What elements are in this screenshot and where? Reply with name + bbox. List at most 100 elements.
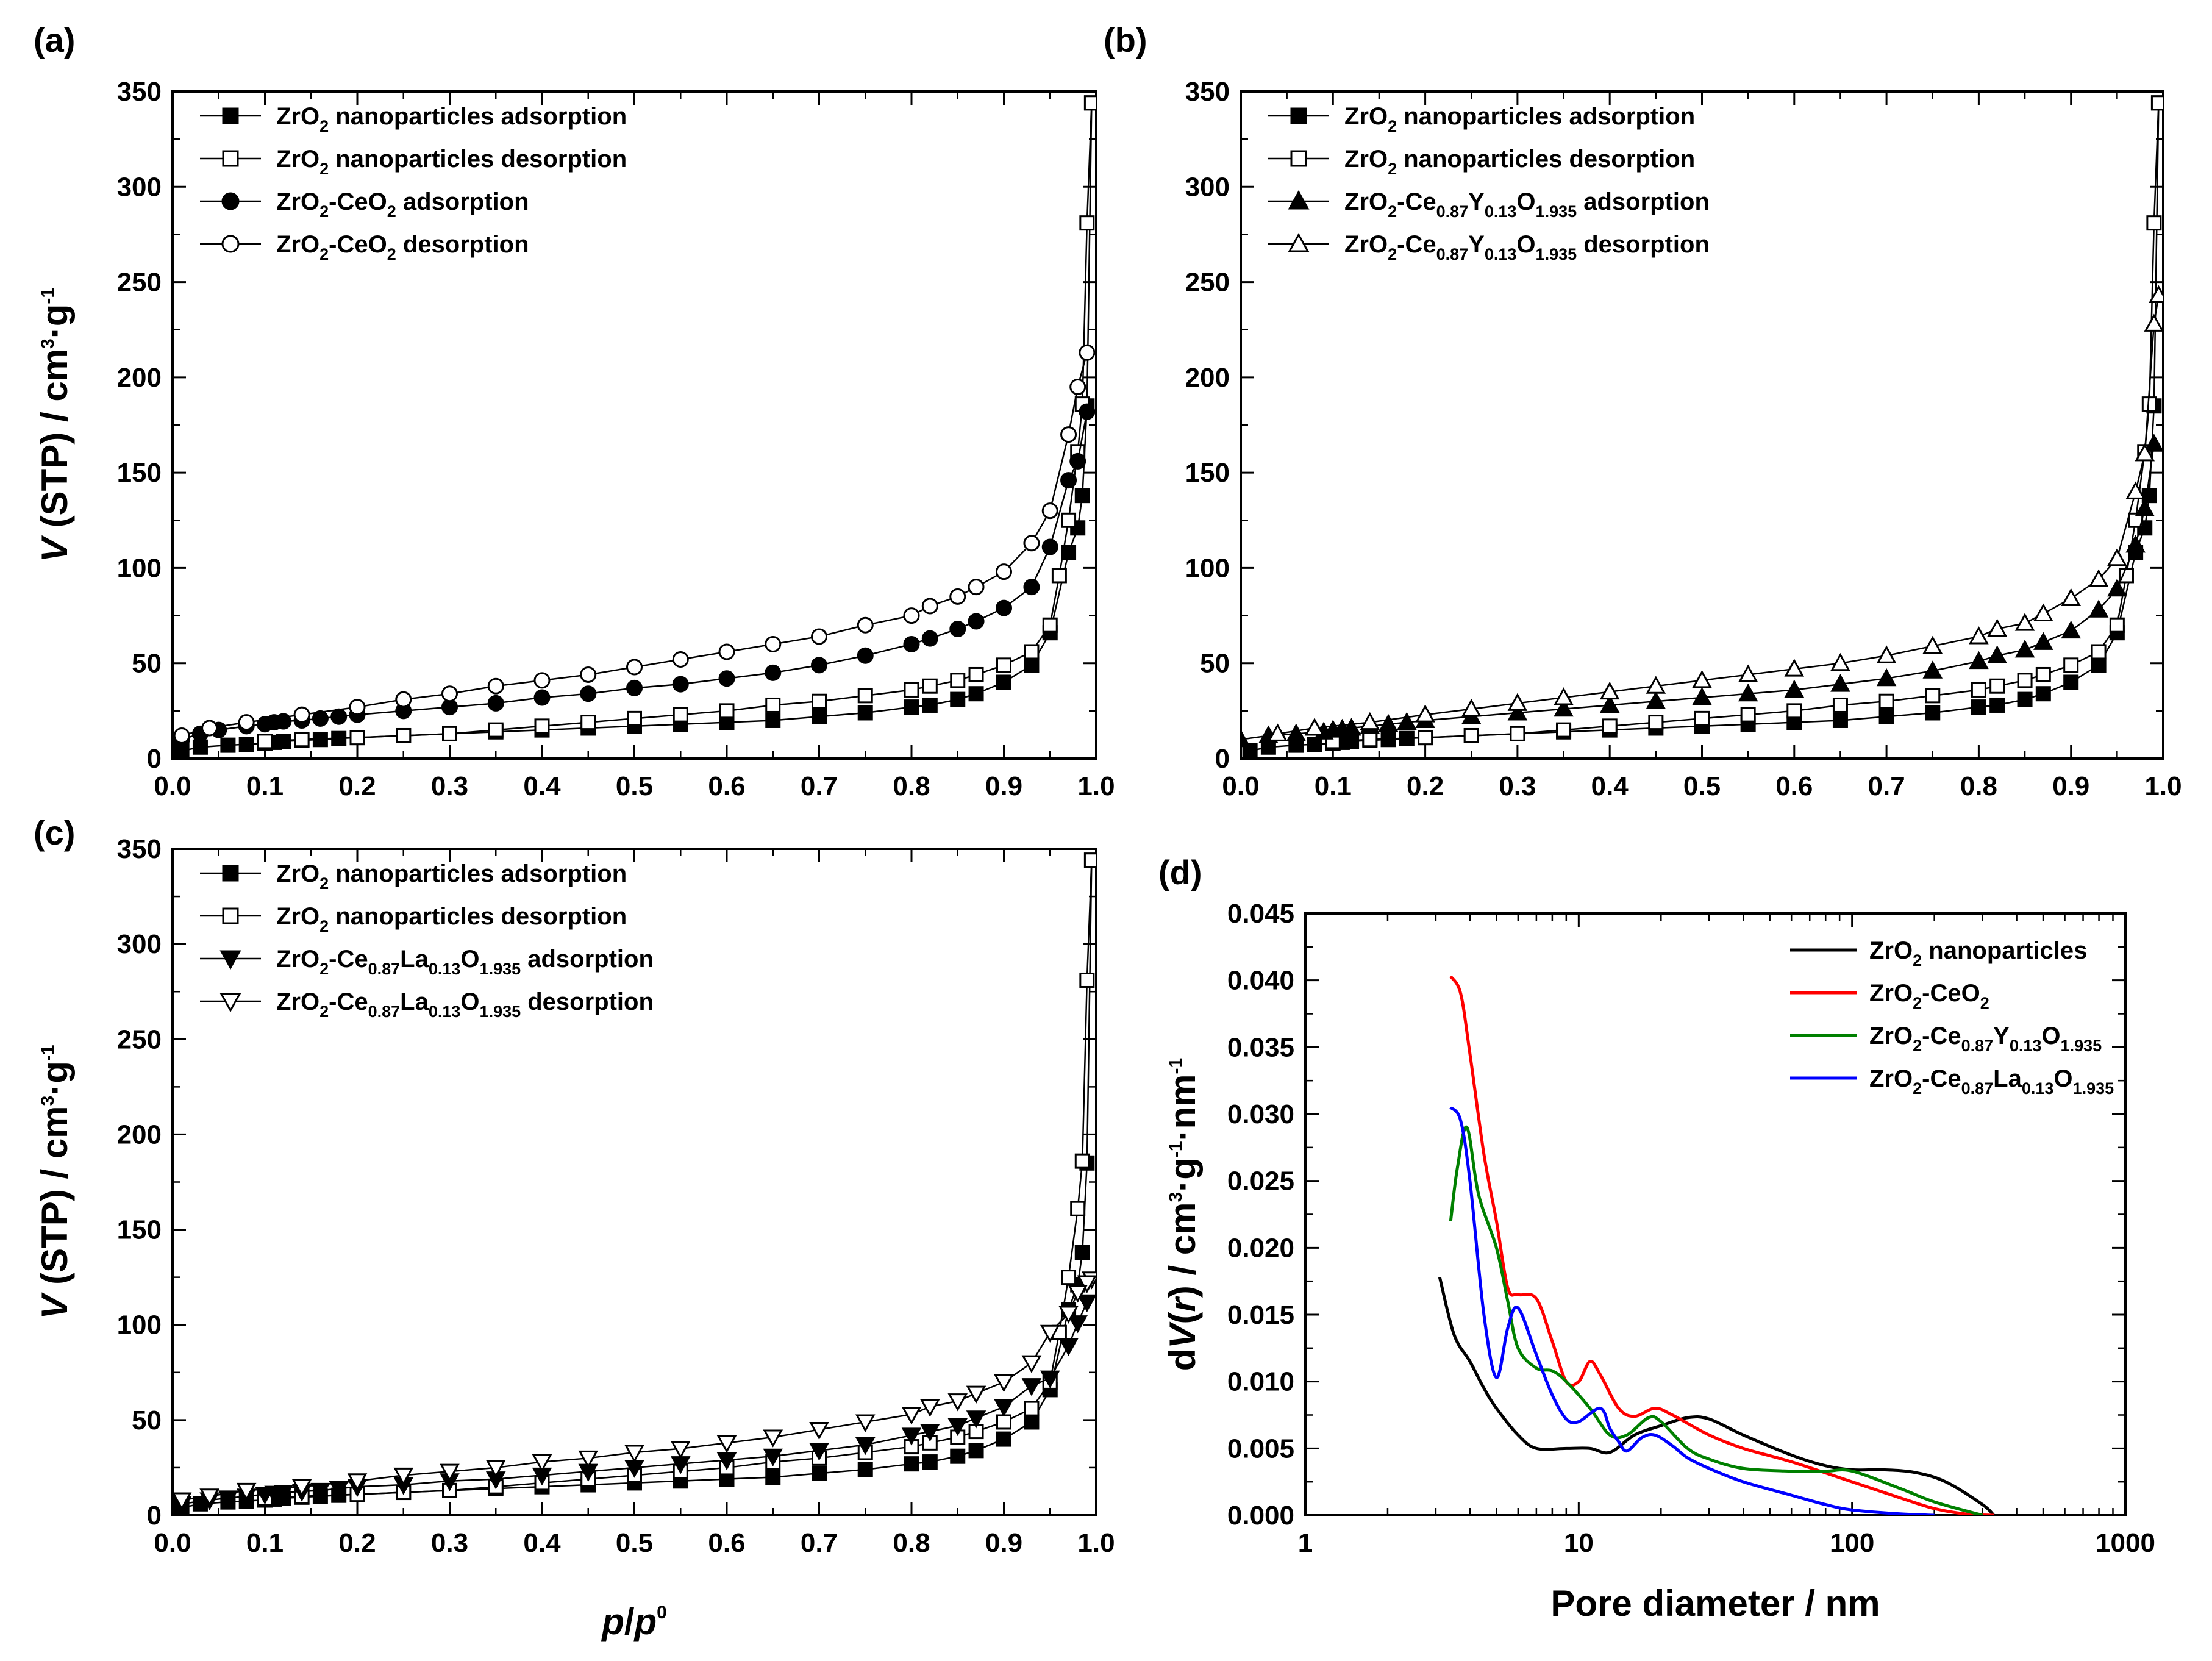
data-point-triangle-up xyxy=(1304,718,1325,736)
y-tick-label: 0.010 xyxy=(1227,1367,1294,1397)
data-point-triangle-up xyxy=(1378,713,1399,732)
data-point-circle xyxy=(968,579,985,596)
ylabel-part: (STP) / cm xyxy=(34,349,75,538)
plot-area xyxy=(1241,95,2163,759)
legend-text-part: ZrO xyxy=(1344,103,1388,130)
data-point-square xyxy=(1024,1414,1040,1430)
legend-subscript: 0.13 xyxy=(2022,1079,2054,1098)
data-point-circle xyxy=(1060,426,1077,443)
data-point-circle xyxy=(1069,452,1086,470)
y-tick-label: 0.020 xyxy=(1227,1233,1294,1263)
legend-text-part: desorption xyxy=(521,988,654,1015)
data-point-triangle-down xyxy=(219,950,241,970)
data-point-circle xyxy=(395,691,412,708)
legend-label: ZrO2-Ce0.87Y0.13O1.935 xyxy=(1869,1023,2102,1055)
legend-text-part: ZrO xyxy=(276,188,319,215)
data-point-triangle-down xyxy=(291,1479,312,1497)
data-point-square xyxy=(1362,732,1378,748)
data-point-square xyxy=(2035,686,2051,702)
x-tick-label: 0.8 xyxy=(893,1528,930,1558)
data-point-circle xyxy=(903,635,920,652)
legend-subscript: 1.935 xyxy=(480,960,521,978)
data-point-square xyxy=(2063,674,2079,690)
data-point-triangle-down xyxy=(966,1385,986,1404)
legend-text-part: nanoparticles desorption xyxy=(329,903,627,930)
data-point-triangle-up xyxy=(1876,668,1897,687)
panel-letter: (d) xyxy=(1158,853,1202,891)
data-point-square xyxy=(220,737,236,753)
data-point-square xyxy=(968,686,984,702)
y-tick-label: 50 xyxy=(132,1406,162,1435)
data-point-square xyxy=(2146,215,2162,231)
legend-subscript: 2 xyxy=(1913,951,1922,970)
data-point-triangle-up xyxy=(1692,670,1712,688)
data-point-square xyxy=(222,907,239,924)
data-point-triangle-up xyxy=(2107,578,2127,597)
data-point-triangle-up xyxy=(2033,603,2053,621)
legend-subscript: 2 xyxy=(1388,117,1397,135)
x-tick-label: 0.3 xyxy=(431,771,468,801)
x-tick-label: 0.6 xyxy=(1775,771,1813,801)
data-point-triangle-down xyxy=(1077,1294,1096,1313)
data-point-triangle-up xyxy=(2144,313,2163,332)
data-point-circle xyxy=(580,685,597,702)
data-point-square xyxy=(222,150,239,167)
data-point-triangle-up xyxy=(1830,652,1850,671)
y-tick-label: 300 xyxy=(117,929,162,959)
ylabel-italic: V xyxy=(34,1292,75,1320)
legend-text-part: adsorption xyxy=(396,188,529,215)
data-point-square xyxy=(812,693,827,709)
data-point-triangle-down xyxy=(236,1482,257,1501)
legend-subscript: 0.13 xyxy=(1485,245,1517,263)
series-2 xyxy=(257,95,1096,749)
legend-subscript: 2 xyxy=(1913,994,1922,1012)
x-tick-label: 0.6 xyxy=(708,1528,745,1558)
series-1 xyxy=(1438,1276,1995,1515)
data-point-square xyxy=(396,727,412,743)
data-point-square xyxy=(1024,657,1040,673)
x-tick-label: 0.5 xyxy=(1683,771,1721,801)
data-point-triangle-down xyxy=(347,1473,368,1491)
data-point-square xyxy=(673,707,688,723)
data-point-triangle-up xyxy=(1922,635,1943,654)
data-point-triangle-up xyxy=(1241,729,1251,748)
data-point-circle xyxy=(441,685,458,702)
y-tick-label: 100 xyxy=(1185,553,1230,583)
data-point-square xyxy=(1925,705,1941,721)
data-point-square xyxy=(1083,852,1096,868)
data-point-square xyxy=(1061,512,1077,528)
data-point-square xyxy=(904,682,919,698)
legend-text-part: -Ce xyxy=(1922,1023,1961,1049)
ylabel-part: (STP) / cm xyxy=(34,1106,75,1295)
data-point-circle xyxy=(1023,535,1040,552)
x-tick-label: 0.9 xyxy=(985,771,1022,801)
y-tick-label: 200 xyxy=(1185,363,1230,393)
xlabel-italic: p xyxy=(601,1601,624,1642)
legend-label: ZrO2 nanoparticles desorption xyxy=(1344,146,1695,178)
x-tick-label: 0.7 xyxy=(801,771,838,801)
data-point-triangle-up xyxy=(2033,632,2053,650)
x-tick-label: 0.3 xyxy=(431,1528,468,1558)
data-point-square xyxy=(2035,666,2051,682)
xlabel-part: / xyxy=(624,1601,635,1642)
data-point-circle xyxy=(718,643,735,660)
data-point-triangle-up xyxy=(2061,588,2081,606)
x-tick-label: 1 xyxy=(1298,1528,1313,1558)
data-point-triangle-down xyxy=(901,1427,922,1446)
data-point-triangle-up xyxy=(2014,613,2035,631)
legend-text-part: O xyxy=(2041,1023,2060,1049)
series-2 xyxy=(1325,95,2163,749)
ylabel-italic: r xyxy=(1162,1296,1203,1312)
x-tick-label: 1.0 xyxy=(1077,1528,1115,1558)
data-point-triangle-up xyxy=(1599,681,1620,700)
data-point-square xyxy=(904,1456,919,1472)
ylabel-superscript: 3 xyxy=(38,338,58,349)
data-point-circle xyxy=(765,635,782,652)
legend-label: ZrO2 nanoparticles adsorption xyxy=(276,103,627,135)
data-point-triangle-down xyxy=(1058,1338,1079,1356)
data-point-square xyxy=(1510,726,1525,741)
data-point-square xyxy=(442,726,457,741)
legend-text-part: O xyxy=(1516,231,1535,258)
legend-text-part: ZrO xyxy=(1869,1023,1913,1049)
data-point-square xyxy=(1648,715,1664,730)
